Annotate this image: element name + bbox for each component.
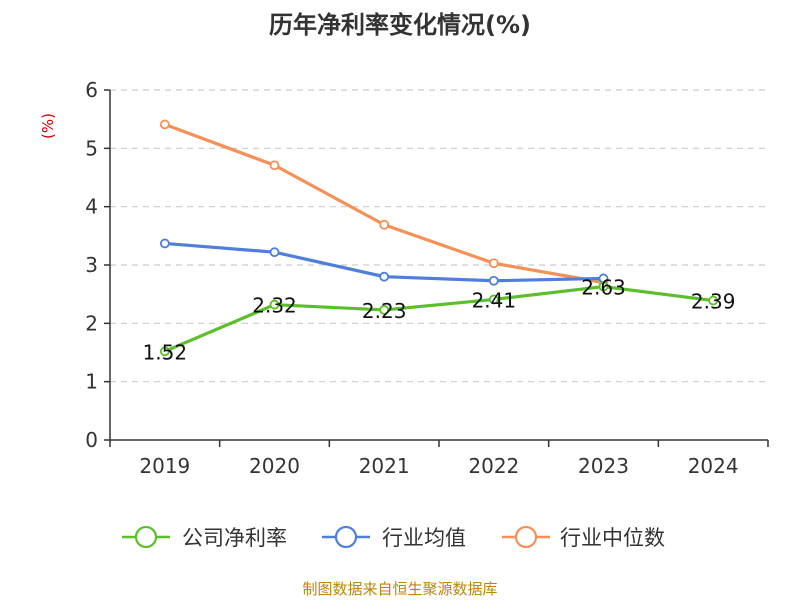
data-point bbox=[269, 299, 280, 310]
data-point bbox=[379, 271, 390, 282]
data-label: 2.63 bbox=[581, 276, 626, 300]
legend-label: 行业中位数 bbox=[560, 526, 665, 550]
y-tick-label: 1 bbox=[85, 370, 98, 394]
data-point bbox=[488, 294, 499, 305]
legend-label: 公司净利率 bbox=[182, 526, 287, 550]
data-label: 2.39 bbox=[691, 290, 736, 314]
data-labels: 1.52 2.32 2.23 2.41 2.63 2.39 bbox=[143, 276, 736, 365]
legend: 公司净利率 行业均值 行业中位数 bbox=[122, 525, 665, 550]
data-label: 2.32 bbox=[252, 294, 297, 318]
data-point bbox=[379, 219, 390, 230]
x-tick-label: 2020 bbox=[249, 454, 300, 478]
y-tick-label: 0 bbox=[85, 428, 98, 452]
source-note: 制图数据来自恒生聚源数据库 bbox=[302, 580, 497, 598]
data-point bbox=[159, 119, 170, 130]
x-tick-label: 2019 bbox=[139, 454, 190, 478]
data-point bbox=[269, 247, 280, 258]
y-tick-label: 6 bbox=[85, 78, 98, 102]
legend-swatch-marker bbox=[134, 525, 158, 549]
legend-label: 行业均值 bbox=[382, 526, 466, 550]
data-point bbox=[159, 346, 170, 357]
x-tick-label: 2021 bbox=[359, 454, 410, 478]
legend-swatch-marker bbox=[514, 525, 538, 549]
series-line bbox=[164, 284, 714, 353]
series-line bbox=[164, 122, 604, 285]
legend-swatch-marker bbox=[334, 525, 358, 549]
y-tick-label: 5 bbox=[85, 136, 98, 160]
axes: 0 1 2 3 4 5 6 2019 2020 2021 2022 2023 2024 bbox=[85, 78, 769, 478]
data-point bbox=[708, 295, 719, 306]
gridlines bbox=[110, 89, 768, 383]
y-tick-label: 2 bbox=[85, 311, 98, 335]
data-point bbox=[598, 281, 609, 292]
x-tick-label: 2024 bbox=[688, 454, 739, 478]
data-point bbox=[488, 275, 499, 286]
y-axis-label: (%) bbox=[39, 113, 57, 139]
data-label: 2.41 bbox=[472, 288, 517, 312]
y-tick-label: 4 bbox=[85, 195, 98, 219]
data-point bbox=[269, 160, 280, 171]
x-tick-label: 2023 bbox=[578, 454, 629, 478]
data-point bbox=[159, 238, 170, 249]
y-tick-label: 3 bbox=[85, 253, 98, 277]
data-point bbox=[379, 305, 390, 315]
x-tick-label: 2022 bbox=[468, 454, 519, 478]
data-label: 2.23 bbox=[362, 299, 407, 323]
series-lines bbox=[159, 119, 719, 357]
data-point bbox=[488, 258, 499, 269]
data-label: 1.52 bbox=[143, 340, 188, 364]
chart-title: 历年净利率变化情况(%) bbox=[269, 11, 531, 39]
